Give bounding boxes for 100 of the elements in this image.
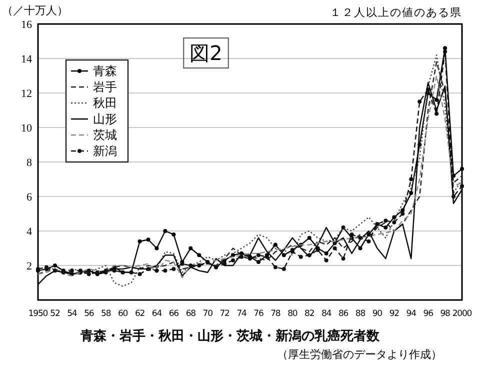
point [298, 254, 303, 259]
point [392, 215, 396, 220]
x-tick-label: 90 [372, 309, 382, 319]
legend-label: 山形 [93, 112, 117, 126]
x-tick-label: 94 [406, 309, 416, 319]
annotation: 図2 [190, 41, 222, 65]
point [460, 184, 464, 188]
x-tick-label: 58 [101, 309, 111, 319]
point [384, 218, 388, 223]
x-tick-label: 72 [220, 309, 230, 319]
y-tick-label: 8 [26, 157, 32, 169]
x-tick-label: 66 [168, 309, 179, 319]
point [172, 266, 176, 271]
point [52, 268, 57, 273]
point [86, 272, 91, 276]
legend-label: 茨城 [93, 128, 117, 142]
legend-label: 新潟 [93, 144, 117, 158]
x-tick-label: 1950 [28, 309, 48, 319]
point [443, 50, 448, 54]
point [384, 226, 388, 230]
y-axis-title: （／十万人） [2, 4, 68, 17]
point [197, 264, 202, 268]
point [222, 262, 227, 266]
point [154, 268, 159, 273]
point [341, 256, 346, 261]
text: 青森・岩手・秋田・山形・茨城・新潟の乳癌死者数 [80, 328, 380, 344]
legend-label: 岩手 [93, 80, 117, 94]
point [460, 166, 464, 171]
point [366, 239, 371, 244]
point [452, 194, 456, 198]
point [324, 251, 328, 256]
x-tick-label: 62 [134, 309, 145, 319]
x-tick-label: 70 [202, 309, 213, 319]
point [350, 232, 354, 236]
point [138, 239, 142, 244]
x-tick-label: 52 [50, 309, 60, 319]
point [273, 242, 278, 247]
x-tick-label: 78 [270, 309, 280, 319]
x-tick-label: 74 [236, 309, 247, 319]
x-tick-label: 86 [338, 309, 348, 319]
point [418, 100, 422, 104]
text: １２人以上の値のある県 [330, 6, 462, 19]
point [70, 268, 74, 273]
point [163, 268, 168, 273]
point [409, 191, 414, 196]
x-tick-label: 92 [389, 309, 400, 319]
text: （厚生労働省のデータより作成） [277, 348, 442, 361]
point [197, 253, 202, 258]
point [231, 258, 236, 262]
point [282, 266, 286, 271]
point [163, 229, 168, 233]
point [332, 246, 337, 250]
point [324, 258, 328, 262]
point [426, 88, 430, 92]
point [146, 238, 150, 242]
point [392, 220, 396, 224]
y-tick-label: 4 [26, 226, 32, 238]
point [273, 265, 278, 270]
point [307, 253, 312, 258]
point [256, 253, 260, 258]
x-tick-label: 68 [186, 309, 196, 319]
x-tick-label: 88 [355, 309, 366, 319]
point [188, 264, 193, 268]
point [240, 254, 244, 259]
x-tick-label: 76 [254, 309, 264, 319]
y-tick-label: 12 [21, 88, 32, 100]
point [409, 177, 414, 182]
point [307, 236, 312, 240]
x-tick-label: 2000 [452, 309, 472, 319]
point [358, 246, 362, 250]
point [112, 268, 116, 273]
x-tick-label: 82 [304, 309, 314, 319]
point [154, 246, 159, 250]
point [146, 266, 150, 271]
y-tick-label: 10 [21, 122, 32, 134]
x-tick-label: 96 [423, 309, 434, 319]
point [443, 46, 448, 50]
y-tick-label: 16 [21, 19, 32, 31]
point [52, 264, 57, 268]
x-tick-label: 84 [322, 309, 332, 319]
x-tick-label: 56 [84, 309, 94, 319]
point [434, 112, 439, 116]
legend-label: 秋田 [93, 96, 117, 110]
point [188, 246, 193, 250]
x-tick-label: 98 [440, 309, 450, 319]
y-tick-label: 6 [26, 192, 32, 204]
y-tick-label: 2 [26, 260, 32, 272]
point [400, 212, 405, 216]
point [282, 253, 286, 258]
y-tick-label: 14 [21, 54, 32, 66]
legend-label: 青森 [93, 64, 117, 78]
point [434, 98, 439, 102]
point [256, 260, 260, 264]
x-tick-label: 80 [288, 309, 298, 319]
x-tick-label: 54 [67, 309, 77, 319]
point [172, 232, 176, 236]
x-tick-label: 60 [118, 309, 128, 319]
point [138, 272, 142, 276]
point [358, 236, 362, 240]
x-tick-label: 64 [152, 309, 162, 319]
